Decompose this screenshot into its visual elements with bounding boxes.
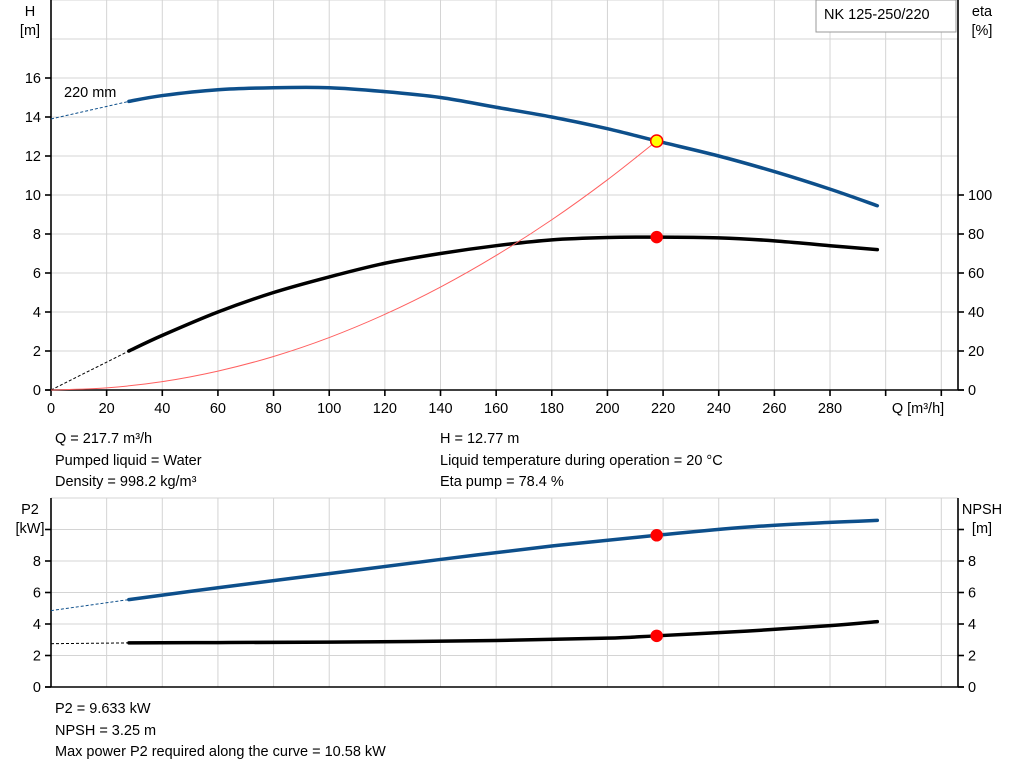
y-tick-label: 6 [33, 586, 41, 602]
x-tick-label: 0 [47, 401, 55, 417]
y2-tick-label: 20 [968, 344, 984, 360]
y2-tick-label: 0 [968, 680, 976, 696]
series-head [127, 85, 880, 208]
info-head: H = 12.77 m [440, 431, 520, 447]
chart-title: NK 125-250/220 [824, 7, 930, 23]
x-tick-label: 280 [818, 401, 842, 417]
eta-point-marker [650, 230, 663, 244]
y-tick-label: 6 [33, 266, 41, 282]
x-tick-label: 140 [428, 401, 452, 417]
x-tick-label: 200 [595, 401, 619, 417]
y2-tick-label: 0 [968, 383, 976, 399]
y2-tick-label: 4 [968, 617, 976, 633]
y-tick-label: 2 [33, 649, 41, 665]
x-axis-label: Q [m³/h] [892, 401, 944, 417]
y2-tick-label: 6 [968, 586, 976, 602]
x-tick-label: 60 [210, 401, 226, 417]
info-top-left: Q = 217.7 m³/h Pumped liquid = Water Den… [55, 429, 202, 494]
info-density: Density = 998.2 kg/m³ [55, 474, 197, 490]
y2-axis-label: eta [972, 4, 993, 20]
y2-tick-label: 8 [968, 554, 976, 570]
x-tick-label: 180 [540, 401, 564, 417]
y2-tick-label: 2 [968, 649, 976, 665]
series-npsh [127, 619, 880, 645]
info-liquid: Pumped liquid = Water [55, 452, 202, 469]
y-tick-label: 0 [33, 383, 41, 399]
series-head-extrapolated [50, 100, 130, 120]
x-tick-label: 20 [99, 401, 115, 417]
info-flow: Q = 217.7 m³/h [55, 431, 153, 447]
info-temperature: Liquid temperature during operation = 20… [440, 452, 723, 469]
y-axis-label: H [25, 4, 35, 20]
series-p2-extrapolated [50, 599, 129, 612]
x-tick-label: 120 [373, 401, 397, 417]
x-tick-label: 100 [317, 401, 341, 417]
y2-tick-label: 100 [968, 188, 992, 204]
y2-axis-unit: [m] [972, 521, 992, 537]
info-max-power: Max power P2 required along the curve = … [55, 744, 386, 760]
y2-axis-label: NPSH [962, 502, 1002, 518]
x-tick-label: 220 [651, 401, 675, 417]
x-tick-label: 260 [762, 401, 786, 417]
p2-point-marker [650, 529, 663, 542]
info-npsh: NPSH = 3.25 m [55, 722, 157, 739]
y-axis-unit: [kW] [16, 521, 45, 537]
series-eta-extrapolated [50, 350, 130, 391]
title-box [815, 0, 957, 33]
x-tick-label: 240 [707, 401, 731, 417]
y-tick-label: 16 [25, 71, 41, 87]
y-tick-label: 2 [33, 344, 41, 360]
y2-tick-label: 60 [968, 266, 984, 282]
npsh-point-marker [650, 629, 663, 643]
y-tick-label: 8 [33, 554, 41, 570]
duty-point-marker [649, 134, 664, 148]
y-tick-label: 8 [33, 227, 41, 243]
series-eta [127, 235, 880, 353]
info-bottom: P2 = 9.633 kW NPSH = 3.25 m Max power P2… [55, 699, 386, 764]
y-axis-label: P2 [21, 502, 39, 518]
y-tick-label: 12 [25, 149, 41, 165]
y-tick-label: 10 [25, 188, 41, 204]
info-p2: P2 = 9.633 kW [55, 701, 151, 717]
x-tick-label: 160 [484, 401, 508, 417]
y-tick-label: 0 [33, 680, 41, 696]
info-top-right: H = 12.77 m Liquid temperature during op… [440, 429, 723, 494]
x-tick-label: 40 [154, 401, 170, 417]
y-axis-unit: [m] [20, 23, 40, 39]
y2-tick-label: 80 [968, 227, 984, 243]
series-p2 [127, 518, 880, 602]
info-eta: Eta pump = 78.4 % [440, 474, 564, 490]
x-tick-label: 80 [266, 401, 282, 417]
y2-axis-unit: [%] [972, 23, 993, 39]
y-tick-label: 14 [25, 110, 41, 126]
series-system-curve [50, 140, 657, 391]
y-tick-label: 4 [33, 617, 41, 633]
impeller-diameter-label: 220 mm [64, 85, 116, 101]
series-npsh-extrapolated [50, 642, 129, 645]
y-tick-label: 4 [33, 305, 41, 321]
y2-tick-label: 40 [968, 305, 984, 321]
